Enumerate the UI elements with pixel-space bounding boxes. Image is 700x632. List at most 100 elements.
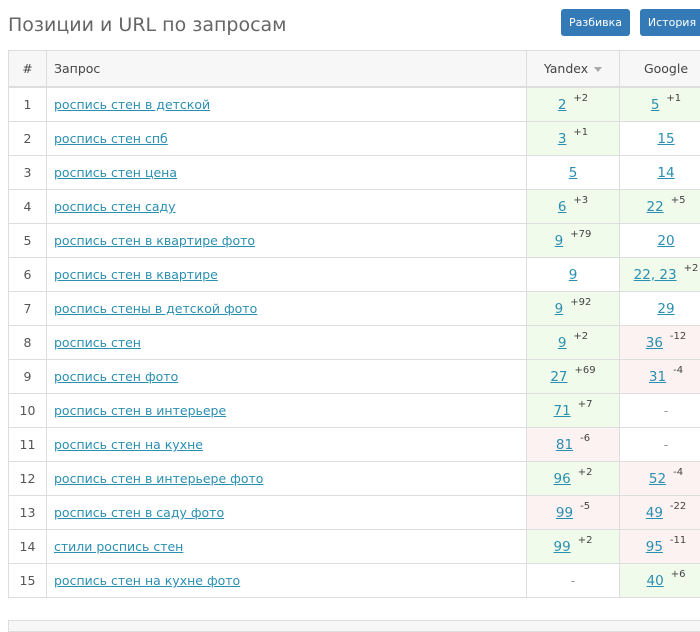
position-link[interactable]: 31 bbox=[649, 369, 666, 385]
position-change: +5 bbox=[671, 195, 686, 206]
yandex-cell: 99+2 bbox=[527, 530, 620, 564]
position-link[interactable]: 3 bbox=[558, 131, 567, 147]
position-link[interactable]: 27 bbox=[550, 369, 567, 385]
yandex-cell: 96+2 bbox=[527, 462, 620, 496]
position-change: +7 bbox=[578, 399, 593, 410]
row-number: 7 bbox=[9, 292, 47, 326]
google-cell: 22, 23 +2 bbox=[620, 258, 700, 292]
query-link[interactable]: стили роспись стен bbox=[54, 539, 183, 554]
query-link[interactable]: роспись стен цена bbox=[54, 165, 177, 180]
position-link[interactable]: 99 bbox=[554, 539, 571, 555]
position-change: -11 bbox=[670, 535, 686, 546]
position-link[interactable]: 9 bbox=[569, 267, 578, 283]
position-link[interactable]: 99 bbox=[556, 505, 573, 521]
position-link[interactable]: 9 bbox=[558, 335, 567, 351]
position-change: -5 bbox=[580, 501, 590, 512]
query-link[interactable]: роспись стен в саду фото bbox=[54, 505, 224, 520]
position-link[interactable]: 36 bbox=[646, 335, 663, 351]
table-row: 5 роспись стен в квартире фото 9+79 20 bbox=[9, 224, 700, 258]
position-change: -4 bbox=[673, 365, 683, 376]
row-number: 15 bbox=[9, 564, 47, 598]
query-cell: роспись стен в интерьере bbox=[47, 394, 527, 428]
no-position: - bbox=[664, 403, 669, 418]
position-link[interactable]: 22 bbox=[647, 199, 664, 215]
query-link[interactable]: роспись стен на кухне фото bbox=[54, 573, 240, 588]
position-change: -12 bbox=[670, 331, 686, 342]
column-header: # bbox=[9, 51, 47, 88]
breakdown-button[interactable]: Разбивка bbox=[561, 9, 630, 36]
row-number: 4 bbox=[9, 190, 47, 224]
yandex-cell: 9 bbox=[527, 258, 620, 292]
position-change: -4 bbox=[673, 467, 683, 478]
position-link[interactable]: 29 bbox=[657, 301, 674, 317]
query-link[interactable]: роспись стен в детской bbox=[54, 97, 210, 112]
query-link[interactable]: роспись стен спб bbox=[54, 131, 168, 146]
yandex-cell: 81 -6 bbox=[527, 428, 620, 462]
query-link[interactable]: роспись стен в квартире фото bbox=[54, 233, 255, 248]
query-link[interactable]: роспись стен на кухне bbox=[54, 437, 203, 452]
google-cell: 36 -12 bbox=[620, 326, 700, 360]
yandex-cell: 9+79 bbox=[527, 224, 620, 258]
row-number: 11 bbox=[9, 428, 47, 462]
row-number: 5 bbox=[9, 224, 47, 258]
position-link[interactable]: 22, 23 bbox=[634, 267, 677, 283]
query-cell: роспись стен в квартире bbox=[47, 258, 527, 292]
no-position: - bbox=[664, 437, 669, 452]
query-cell: роспись стен в квартире фото bbox=[47, 224, 527, 258]
position-link[interactable]: 95 bbox=[646, 539, 663, 555]
position-link[interactable]: 5 bbox=[569, 165, 578, 181]
query-link[interactable]: роспись стен в квартире bbox=[54, 267, 218, 282]
row-number: 14 bbox=[9, 530, 47, 564]
history-button[interactable]: История bbox=[640, 9, 700, 36]
position-change: -6 bbox=[580, 433, 590, 444]
position-change: +2 bbox=[684, 263, 699, 274]
position-link[interactable]: 2 bbox=[558, 97, 567, 113]
column-header[interactable]: Yandex bbox=[527, 51, 620, 88]
position-link[interactable]: 52 bbox=[649, 471, 666, 487]
google-cell: 22 +5 bbox=[620, 190, 700, 224]
position-change: +2 bbox=[573, 93, 588, 104]
position-link[interactable]: 6 bbox=[558, 199, 567, 215]
google-cell: - bbox=[620, 394, 700, 428]
position-link[interactable]: 49 bbox=[646, 505, 663, 521]
position-link[interactable]: 40 bbox=[647, 573, 664, 589]
yandex-cell: 2 +2 bbox=[527, 87, 620, 122]
google-cell: 31 -4 bbox=[620, 360, 700, 394]
column-header[interactable]: Google bbox=[620, 51, 700, 88]
google-cell: 15 bbox=[620, 122, 700, 156]
query-link[interactable]: роспись стены в детской фото bbox=[54, 301, 257, 316]
position-change: +1 bbox=[573, 127, 588, 138]
position-link[interactable]: 5 bbox=[651, 97, 660, 113]
position-link[interactable]: 9 bbox=[555, 233, 564, 249]
yandex-cell: 9+2 bbox=[527, 326, 620, 360]
position-link[interactable]: 71 bbox=[554, 403, 571, 419]
query-link[interactable]: роспись стен саду bbox=[54, 199, 176, 214]
google-cell: 49-22 bbox=[620, 496, 700, 530]
query-link[interactable]: роспись стен в интерьере bbox=[54, 403, 226, 418]
position-link[interactable]: 9 bbox=[555, 301, 564, 317]
query-link[interactable]: роспись стен в интерьере фото bbox=[54, 471, 263, 486]
google-cell: 14 bbox=[620, 156, 700, 190]
row-number: 3 bbox=[9, 156, 47, 190]
query-link[interactable]: роспись стен фото bbox=[54, 369, 178, 384]
google-cell: 95 -11 bbox=[620, 530, 700, 564]
position-link[interactable]: 20 bbox=[657, 233, 674, 249]
position-link[interactable]: 96 bbox=[554, 471, 571, 487]
query-link[interactable]: роспись стен bbox=[54, 335, 141, 350]
column-header: Запрос bbox=[47, 51, 527, 88]
no-position: - bbox=[571, 573, 576, 588]
position-link[interactable]: 14 bbox=[657, 165, 674, 181]
table-row: 3 роспись стен цена 5 14 bbox=[9, 156, 700, 190]
position-link[interactable]: 15 bbox=[657, 131, 674, 147]
sort-arrow bbox=[594, 67, 602, 72]
query-cell: роспись стен фото bbox=[47, 360, 527, 394]
position-link[interactable]: 81 bbox=[556, 437, 573, 453]
table-row: 14 стили роспись стен 99+2 95 -11 bbox=[9, 530, 700, 564]
google-cell: 20 bbox=[620, 224, 700, 258]
